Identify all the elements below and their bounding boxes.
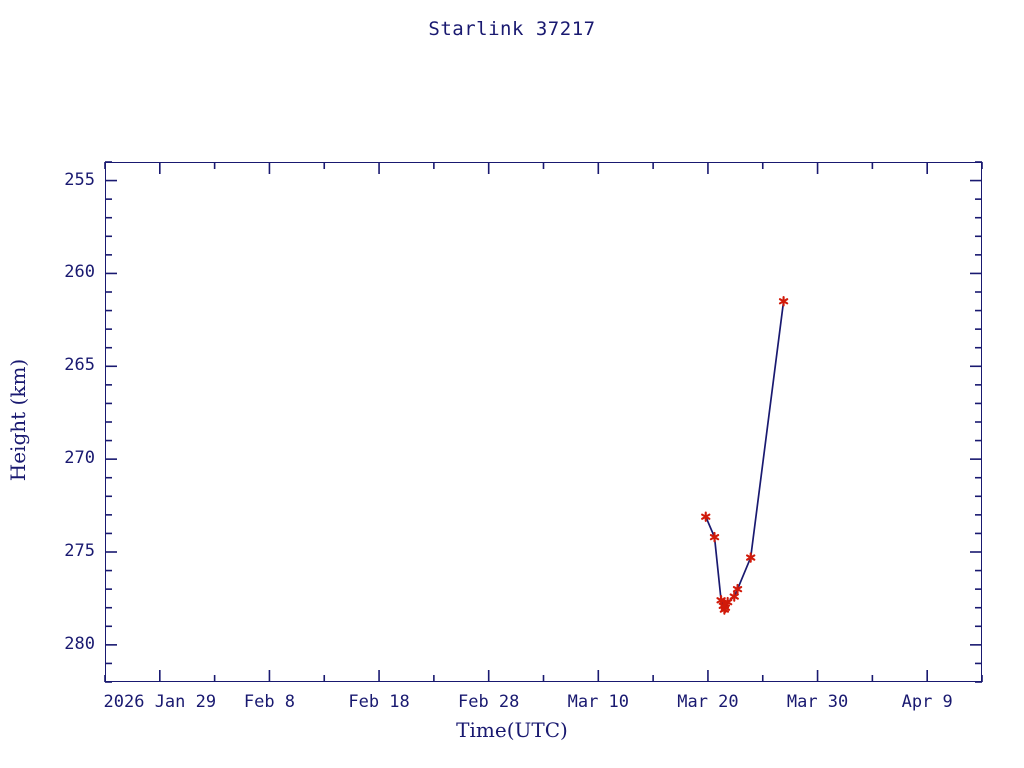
- y-tick-label: 265: [64, 355, 95, 376]
- y-tick-label: 260: [64, 262, 95, 283]
- x-tick-label: Feb 18: [348, 692, 410, 712]
- x-tick-label: Feb 8: [243, 692, 296, 712]
- x-tick-label: Mar 20: [677, 692, 739, 712]
- y-tick-label: 270: [64, 448, 95, 469]
- x-tick-label: Apr 9: [901, 692, 953, 712]
- chart-title: Starlink 37217: [428, 18, 596, 40]
- y-axis-title: Height (km): [6, 358, 30, 482]
- x-tick-label: Mar 30: [786, 692, 849, 712]
- data-line: [704, 300, 785, 611]
- x-axis-title: Time(UTC): [456, 718, 568, 742]
- x-tick-label: 2026 Jan 29: [103, 692, 217, 712]
- x-tick-label: Feb 28: [457, 692, 520, 712]
- data-markers: [701, 296, 789, 615]
- y-axis-ticks: [105, 161, 982, 683]
- x-axis-ticks: [104, 162, 983, 682]
- y-tick-label: 255: [64, 169, 95, 190]
- x-tick-label: Mar 10: [567, 692, 630, 712]
- y-tick-label: 280: [64, 633, 95, 654]
- y-tick-label: 275: [64, 541, 95, 561]
